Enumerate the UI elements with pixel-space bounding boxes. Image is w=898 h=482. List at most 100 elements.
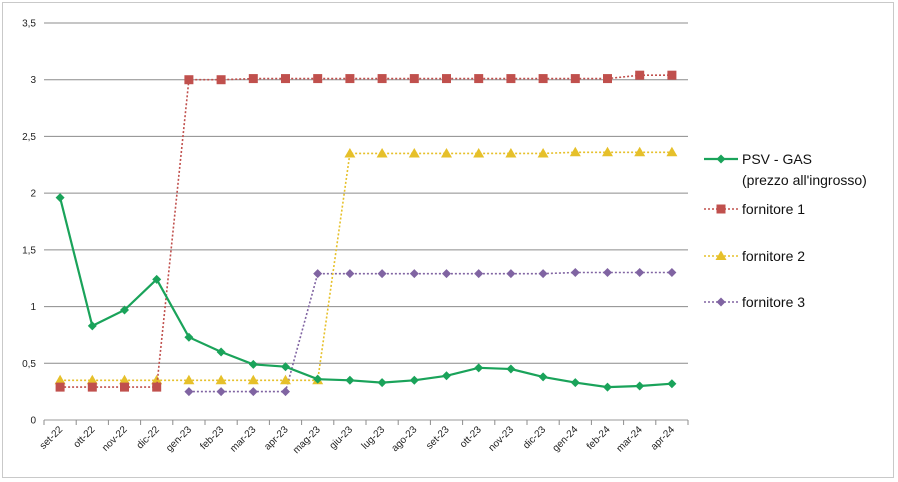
legend-label: fornitore 1 [742,201,805,217]
x-tick-label: gen-24 [551,424,581,454]
y-tick-label: 3,5 [22,19,36,30]
data-point [506,364,516,374]
data-point [474,74,484,84]
data-point [119,374,130,385]
x-tick-label: mar-24 [615,424,645,454]
data-point [570,74,580,84]
y-tick-label: 0 [30,416,36,427]
x-tick-label: lug-23 [360,424,388,452]
data-point [248,359,258,369]
data-point [313,74,323,84]
data-point [716,297,726,307]
series-1 [55,193,677,392]
y-tick-label: 2,5 [22,132,36,143]
data-point [345,375,355,385]
legend-entry-4: fornitore 3 [704,294,805,310]
y-tick-label: 0,5 [22,359,36,370]
y-axis: 0 0,5 1 1,5 2 2,5 3 3,5 [22,19,36,427]
data-point [569,146,581,157]
x-tick-label: nov-23 [487,424,517,454]
data-point [408,147,420,158]
data-point [377,74,387,84]
data-point [377,378,387,388]
data-point [345,269,355,279]
data-point [376,147,388,158]
legend-label: fornitore 3 [742,294,805,310]
data-point [344,147,356,158]
legend-label: PSV - GAS [742,151,812,167]
data-point [281,74,290,84]
data-point [635,268,645,278]
x-tick-label: apr-24 [649,424,678,453]
series-group [54,70,678,397]
data-point [667,70,677,80]
data-point [216,75,226,85]
data-point [442,371,451,381]
data-point [442,269,451,279]
data-point [603,268,612,278]
data-point [345,74,355,84]
y-tick-label: 2 [30,189,36,200]
data-point [506,74,516,84]
data-point [506,269,516,279]
data-point [570,378,580,388]
x-tick-label: gen-23 [164,424,194,454]
data-point [603,74,612,84]
data-point [152,274,162,284]
gridlines [44,22,688,421]
data-point [86,374,98,385]
data-point [280,374,291,385]
data-point [667,268,677,278]
data-point [313,269,323,279]
data-point [216,387,226,397]
data-point [409,74,419,84]
data-point [377,269,387,279]
data-point [313,374,323,384]
data-point [409,375,419,385]
x-tick-label: set-23 [424,424,452,452]
data-point [54,374,66,385]
data-point [281,362,290,372]
data-point [635,381,645,391]
y-tick-label: 3 [30,75,36,86]
series-2 [55,70,677,392]
data-point [216,347,226,357]
data-point [184,75,194,85]
x-tick-label: ott-23 [458,424,484,450]
data-point [505,147,517,158]
data-point [667,379,677,389]
data-point [87,321,97,331]
data-point [55,382,65,392]
data-point [474,269,484,279]
data-point [538,74,548,84]
data-point [248,74,258,84]
x-tick-label: ago-23 [390,424,420,454]
data-point [281,387,290,397]
data-point [441,147,452,158]
data-point [538,269,548,279]
data-point [715,250,727,260]
series-line [188,271,672,393]
data-point [716,154,726,164]
x-tick-label: mag-23 [291,424,323,456]
legend-entry-2: fornitore 1 [704,201,805,217]
x-tick-label: dic-23 [521,424,548,451]
x-tick-label: feb-24 [585,424,613,452]
data-point [248,387,258,397]
series-line [59,197,672,389]
data-point [184,332,194,342]
x-tick-label: ott-22 [72,424,98,450]
data-point [716,204,726,214]
data-point [442,74,451,84]
legend-entry-1: PSV - GAS (prezzo all'ingrosso) [704,151,867,188]
data-point [55,193,65,203]
data-point [183,374,195,385]
x-tick-label: giu-23 [328,424,356,452]
x-tick-label: feb-23 [198,424,226,452]
data-point [635,70,645,80]
data-point [602,146,613,157]
y-tick-label: 1,5 [22,245,36,256]
series-line [60,74,672,388]
series-3 [54,146,678,385]
